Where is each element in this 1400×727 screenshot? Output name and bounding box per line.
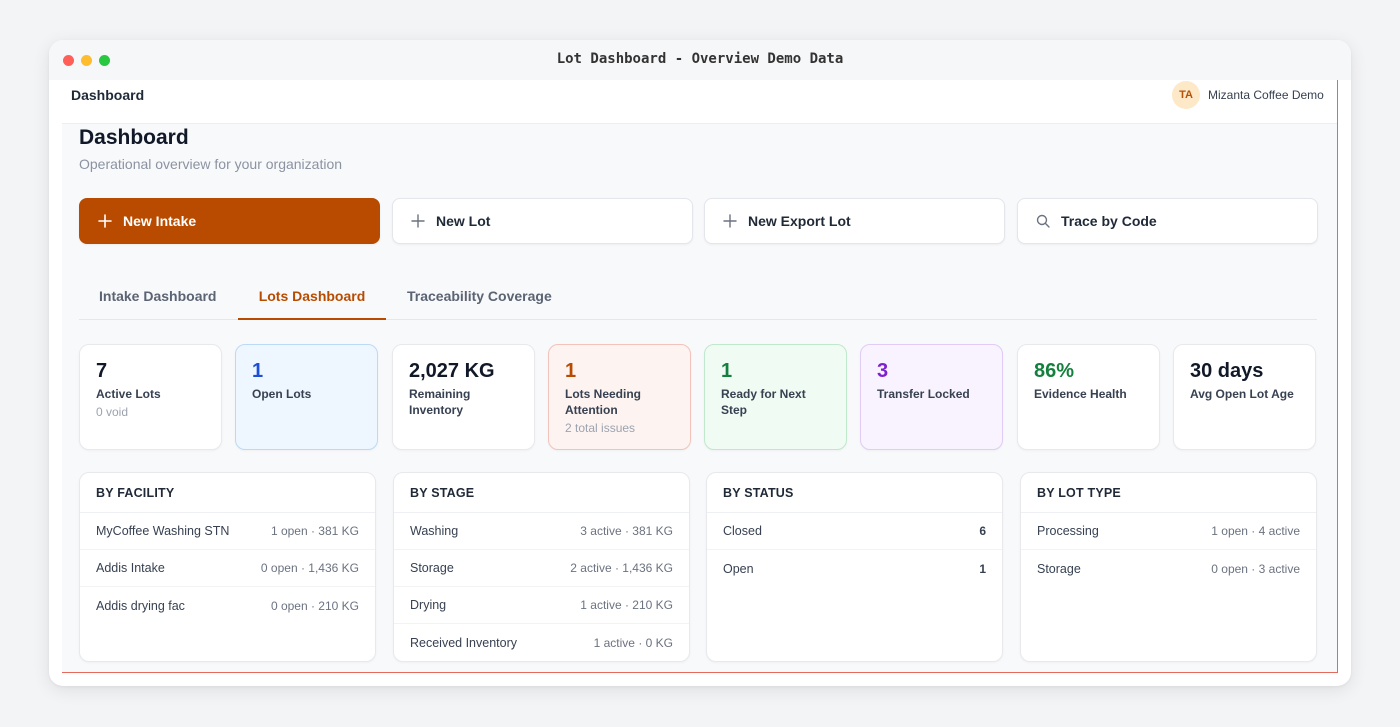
by-status-panel: BY STATUS Closed 6 Open 1: [706, 472, 1003, 662]
row-name: MyCoffee Washing STN: [96, 524, 230, 538]
org-name[interactable]: Mizanta Coffee Demo: [1208, 88, 1324, 102]
tab-intake-dashboard[interactable]: Intake Dashboard: [99, 288, 217, 304]
tab-traceability-coverage[interactable]: Traceability Coverage: [407, 288, 552, 304]
kpi-value: 30 days: [1190, 360, 1264, 382]
kpi-open-lots[interactable]: 1 Open Lots: [235, 344, 378, 450]
kpi-label: Transfer Locked: [877, 387, 970, 401]
row-value: 6: [979, 524, 986, 538]
kpi-label: Evidence Health: [1034, 387, 1127, 401]
row-value: 1: [979, 561, 986, 576]
page-title: Dashboard: [79, 126, 189, 149]
kpi-value: 1: [252, 360, 264, 382]
page-subtitle: Operational overview for your organizati…: [79, 156, 343, 172]
kpi-ready-for-next-step[interactable]: 1 Ready for Next Step: [704, 344, 847, 450]
tab-lots-dashboard[interactable]: Lots Dashboard: [238, 280, 386, 320]
row-name: Processing: [1037, 524, 1099, 538]
row-name: Addis Intake: [96, 561, 165, 575]
kpi-subtext: 2 total issues: [565, 421, 636, 435]
trace-by-code-button[interactable]: Trace by Code: [1017, 198, 1318, 244]
list-item[interactable]: Processing 1 open · 4 active: [1021, 513, 1316, 550]
window-title: Lot Dashboard - Overview Demo Data: [556, 51, 844, 67]
by-stage-panel: BY STAGE Washing 3 active · 381 KG Stora…: [393, 472, 690, 662]
list-item[interactable]: Drying 1 active · 210 KG: [394, 587, 689, 624]
list-item[interactable]: Open 1: [707, 550, 1002, 587]
row-value: 0 open · 210 KG: [270, 598, 359, 613]
list-item[interactable]: Washing 3 active · 381 KG: [394, 513, 689, 550]
row-value: 0 open · 1,436 KG: [260, 561, 359, 575]
row-value: 0 open · 3 active: [1211, 561, 1300, 576]
row-name: Addis drying fac: [96, 598, 185, 613]
row-value: 2 active · 1,436 KG: [570, 561, 673, 575]
dashboard-tabs: Intake Dashboard Lots Dashboard Traceabi…: [79, 280, 1317, 320]
row-value: 1 active · 0 KG: [593, 635, 673, 650]
kpi-transfer-locked[interactable]: 3 Transfer Locked: [860, 344, 1003, 450]
kpi-value: 86%: [1034, 360, 1075, 382]
new-intake-button[interactable]: New Intake: [79, 198, 380, 244]
list-item[interactable]: Storage 0 open · 3 active: [1021, 550, 1316, 587]
by-facility-panel: BY FACILITY MyCoffee Washing STN 1 open …: [79, 472, 376, 662]
new-lot-label: New Lot: [436, 213, 491, 229]
kpi-value: 7: [96, 360, 108, 382]
kpi-label: Lots Needing Attention: [565, 387, 642, 417]
kpi-value: 3: [877, 360, 889, 382]
new-intake-label: New Intake: [123, 213, 197, 229]
panel-title: BY STAGE: [394, 473, 689, 513]
kpi-avg-open-lot-age[interactable]: 30 days Avg Open Lot Age: [1173, 344, 1316, 450]
kpi-label: Remaining Inventory: [409, 387, 471, 417]
new-lot-button[interactable]: New Lot: [392, 198, 693, 244]
row-value: 1 active · 210 KG: [580, 598, 673, 612]
avatar[interactable]: TA: [1172, 81, 1200, 109]
new-export-lot-label: New Export Lot: [748, 213, 851, 229]
panel-title: BY FACILITY: [80, 473, 375, 513]
title-bar: Lot Dashboard - Overview Demo Data: [49, 40, 1351, 80]
page-viewport: Dashboard TA Mizanta Coffee Demo Dashboa…: [62, 80, 1338, 673]
top-bar: Dashboard TA Mizanta Coffee Demo: [62, 80, 1337, 124]
list-item[interactable]: Closed 6: [707, 513, 1002, 550]
row-name: Washing: [410, 524, 459, 538]
kpi-label: Active Lots: [96, 387, 161, 401]
list-item[interactable]: Storage 2 active · 1,436 KG: [394, 550, 689, 587]
minimize-window-button[interactable]: [81, 55, 92, 66]
kpi-value: 1: [565, 360, 577, 382]
row-value: 1 open · 381 KG: [270, 524, 359, 538]
row-value: 1 open · 4 active: [1211, 524, 1300, 538]
row-name: Open: [723, 561, 754, 576]
kpi-remaining-inventory[interactable]: 2,027 KG Remaining Inventory: [392, 344, 535, 450]
list-item[interactable]: Addis Intake 0 open · 1,436 KG: [80, 550, 375, 587]
kpi-active-lots[interactable]: 7 Active Lots 0 void: [79, 344, 222, 450]
new-export-lot-button[interactable]: New Export Lot: [704, 198, 1005, 244]
row-name: Drying: [410, 598, 447, 612]
list-item[interactable]: Received Inventory 1 active · 0 KG: [394, 624, 689, 661]
row-name: Storage: [1037, 561, 1081, 576]
close-window-button[interactable]: [63, 55, 74, 66]
panel-title: BY LOT TYPE: [1021, 473, 1316, 513]
plus-icon: [410, 213, 426, 229]
kpi-evidence-health[interactable]: 86% Evidence Health: [1017, 344, 1160, 450]
kpi-label: Open Lots: [252, 387, 312, 401]
row-value: 3 active · 381 KG: [580, 524, 673, 538]
search-icon: [1035, 213, 1051, 229]
kpi-label: Ready for Next Step: [721, 387, 806, 417]
row-name: Received Inventory: [410, 635, 518, 650]
list-item[interactable]: Addis drying fac 0 open · 210 KG: [80, 587, 375, 624]
kpi-value: 1: [721, 360, 733, 382]
kpi-value: 2,027 KG: [409, 360, 495, 382]
row-name: Closed: [723, 524, 762, 538]
plus-icon: [722, 213, 738, 229]
plus-icon: [97, 213, 113, 229]
maximize-window-button[interactable]: [99, 55, 110, 66]
kpi-label: Avg Open Lot Age: [1190, 387, 1294, 401]
app-window: Lot Dashboard - Overview Demo Data Dashb…: [49, 40, 1351, 686]
trace-by-code-label: Trace by Code: [1061, 213, 1157, 229]
by-lot-type-panel: BY LOT TYPE Processing 1 open · 4 active…: [1020, 472, 1317, 662]
row-name: Storage: [410, 561, 454, 575]
kpi-subtext: 0 void: [96, 405, 129, 419]
top-bar-title[interactable]: Dashboard: [71, 87, 145, 103]
list-item[interactable]: MyCoffee Washing STN 1 open · 381 KG: [80, 513, 375, 550]
kpi-lots-needing-attention[interactable]: 1 Lots Needing Attention 2 total issues: [548, 344, 691, 450]
panel-title: BY STATUS: [707, 473, 1002, 513]
